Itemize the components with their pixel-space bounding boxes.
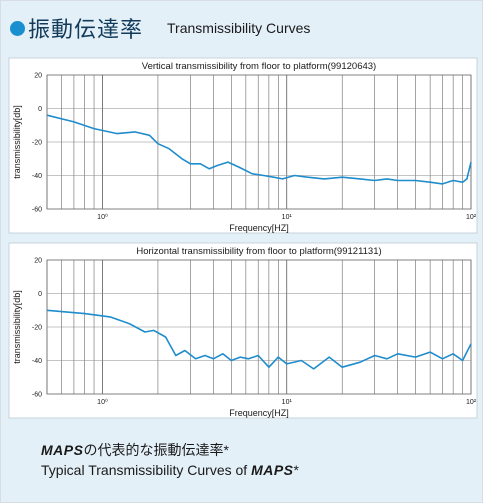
y-tick-label: -60 [32,392,42,399]
x-axis-label: Frequency[HZ] [229,408,289,418]
caption-japanese: MAPSの代表的な振動伝達率* [41,440,229,460]
y-tick-label: 20 [34,73,42,80]
series-line [46,114,472,185]
y-tick-label: 0 [38,106,42,113]
x-axis-label: Frequency[HZ] [229,223,289,233]
header: 振動伝達率 Transmissibility Curves [10,11,482,45]
y-tick-label: 0 [38,291,42,298]
x-tick-label: 10² [466,399,477,406]
bullet-icon [10,20,25,36]
chart-svg-vertical: Vertical transmissibility from floor to … [8,57,478,234]
brand-logo-text: MAPS [41,442,84,458]
chart-title: Vertical transmissibility from floor to … [142,61,376,72]
brand-logo-text-2: MAPS [251,462,294,478]
y-axis-label: transmissibility[db] [12,290,22,364]
page-title-en: Transmissibility Curves [167,20,311,36]
caption-english-text: Typical Transmissibility Curves of [41,462,252,478]
page-title-jp: 振動伝達率 [28,18,144,43]
chart-title: Horizontal transmissibility from floor t… [136,246,381,257]
horizontal-transmissibility-chart: Horizontal transmissibility from floor t… [7,242,479,419]
caption-english: Typical Transmissibility Curves of MAPS* [41,462,299,478]
x-tick-label: 10¹ [282,399,293,406]
x-tick-label: 10¹ [282,214,293,221]
caption-english-suffix: * [293,462,299,478]
chart-svg-horizontal: Horizontal transmissibility from floor t… [8,242,478,419]
y-tick-label: -40 [32,173,42,180]
x-tick-label: 10⁰ [97,398,108,406]
caption-japanese-text: の代表的な振動伝達率* [83,442,229,458]
y-tick-label: -40 [32,358,42,365]
vertical-transmissibility-chart: Vertical transmissibility from floor to … [7,57,479,234]
y-tick-label: 20 [34,258,42,265]
y-tick-label: -60 [32,207,42,214]
x-tick-label: 10² [466,214,477,221]
y-tick-label: -20 [32,140,42,147]
x-tick-label: 10⁰ [97,213,108,221]
y-axis-label: transmissibility[db] [12,105,22,179]
series-line [46,309,472,370]
y-tick-label: -20 [32,325,42,332]
